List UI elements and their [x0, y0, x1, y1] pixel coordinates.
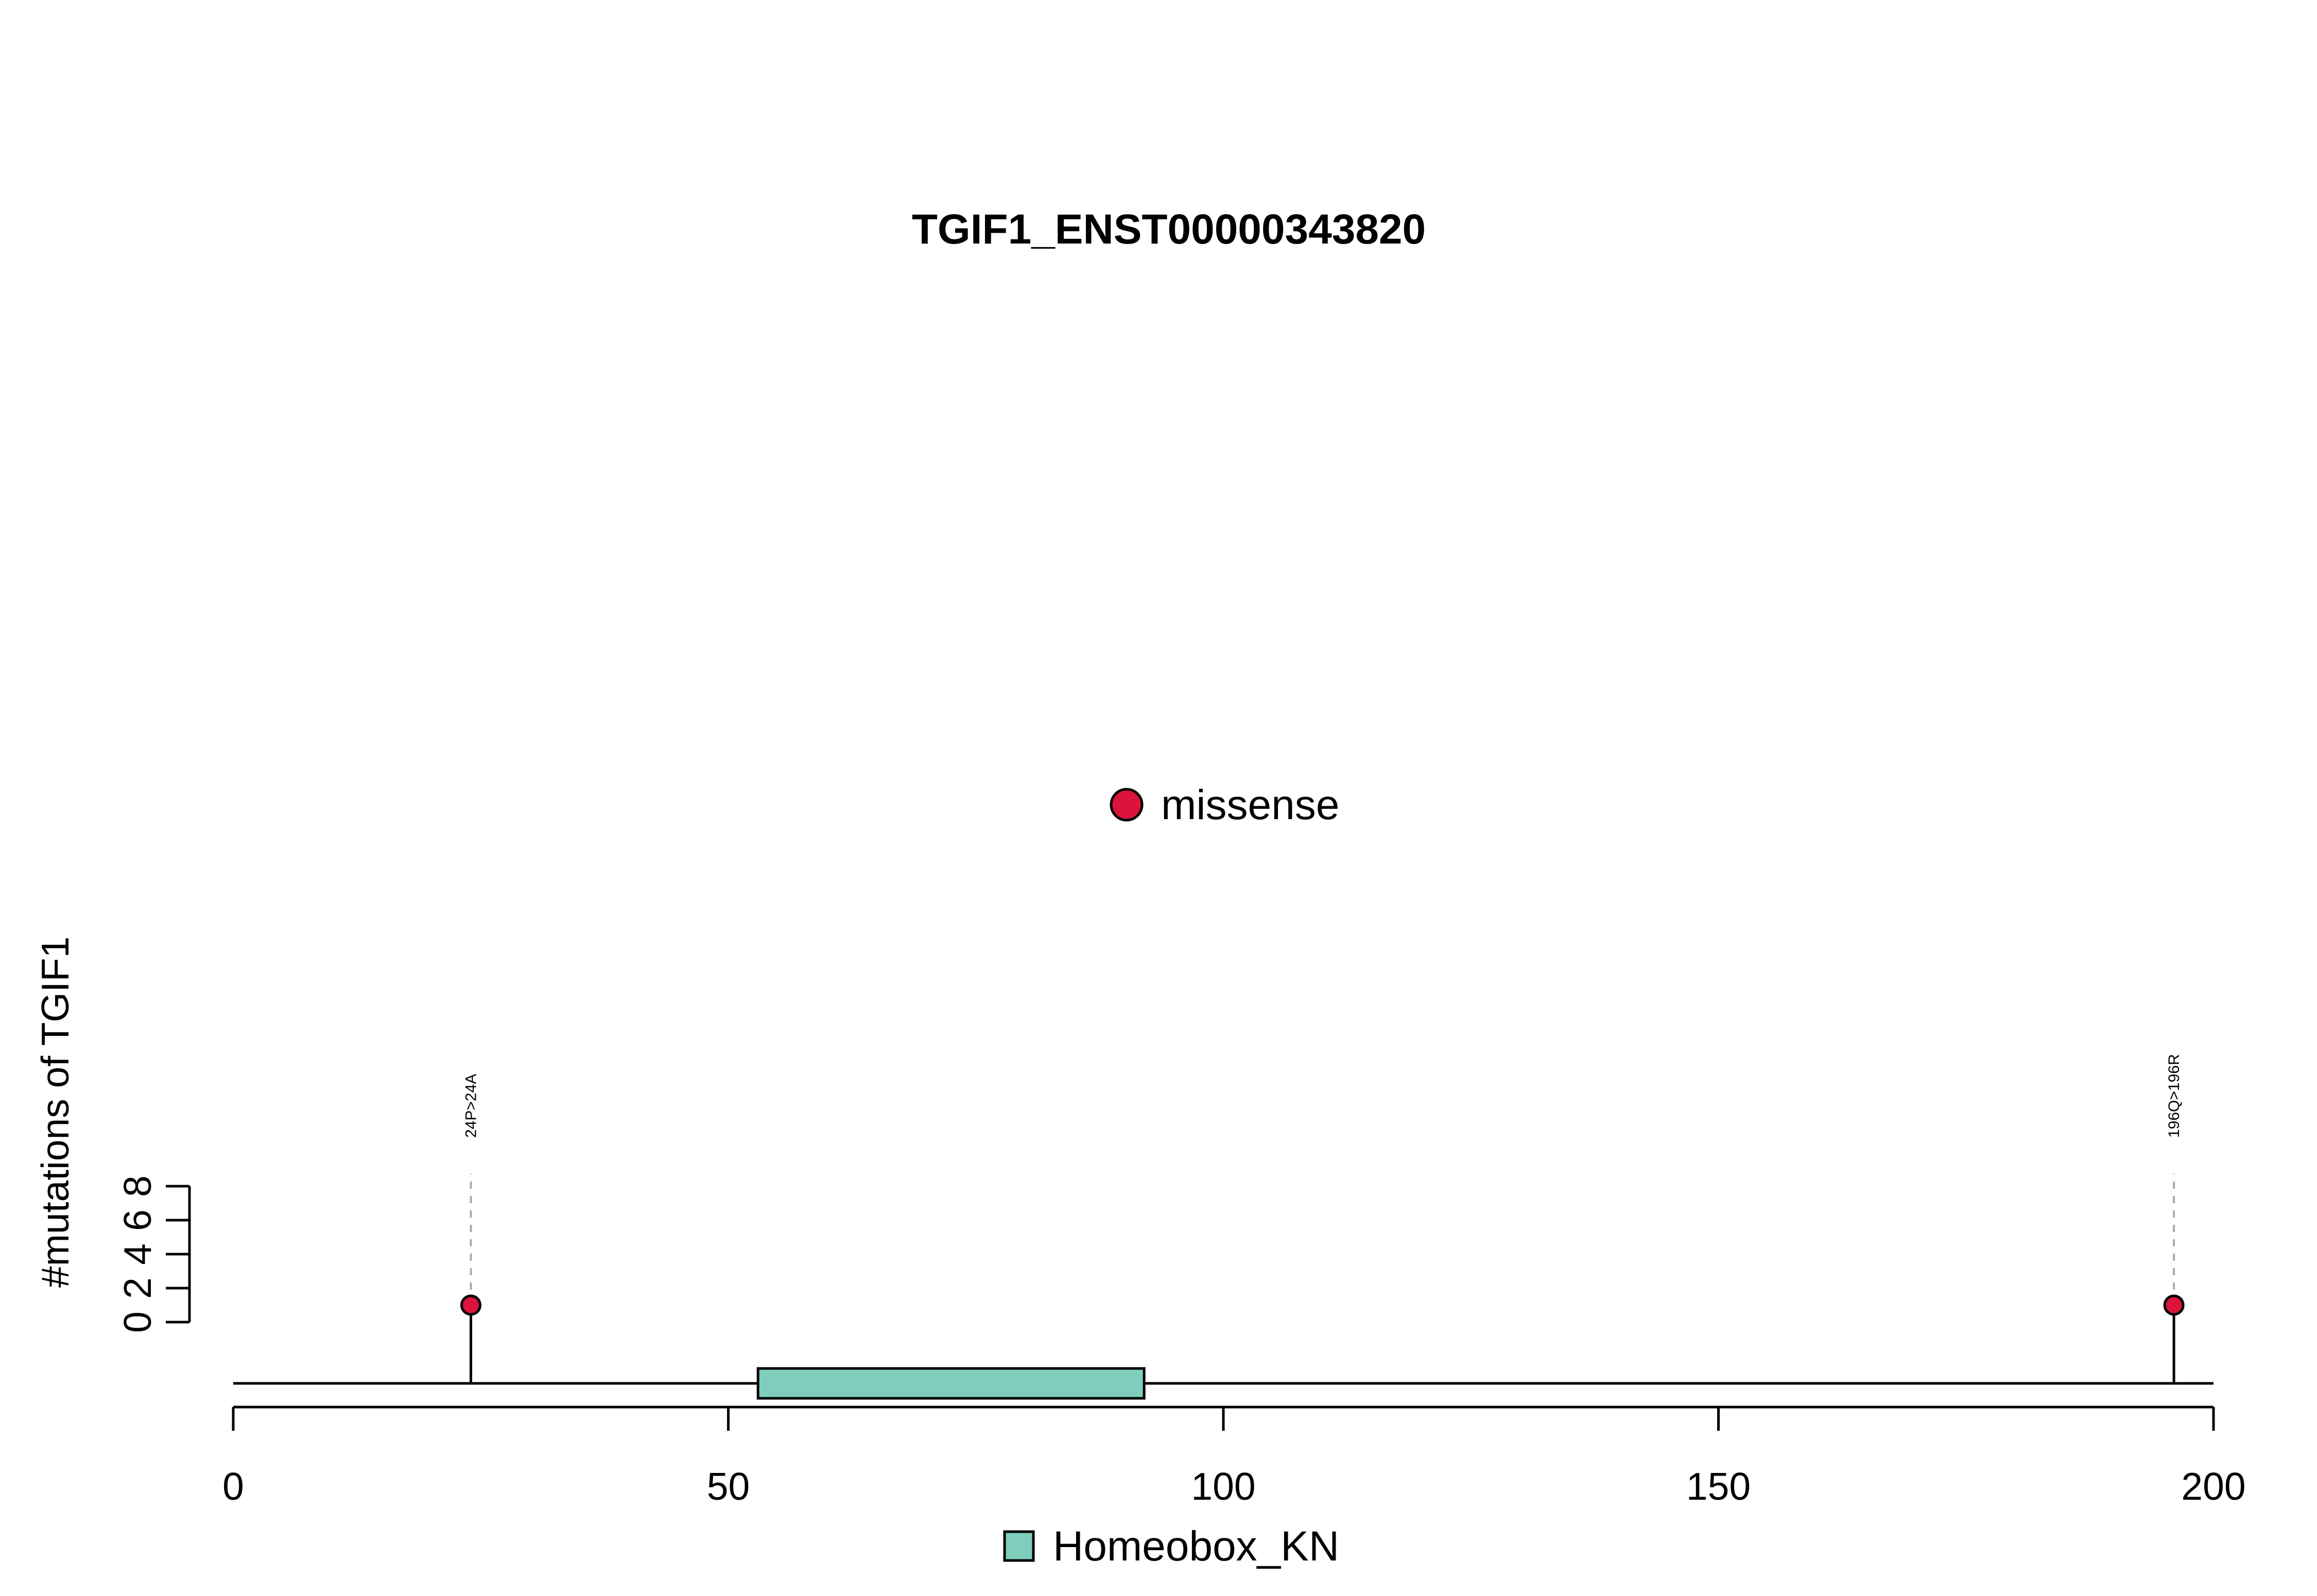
- mutation-point-24: [460, 1294, 482, 1316]
- y-tick-label-6: 6: [116, 1209, 159, 1231]
- y-axis-title: #mutations of TGIF1: [33, 936, 77, 1288]
- domain-Homeobox_KN: [756, 1367, 1146, 1400]
- y-tick-label-0: 0: [116, 1311, 159, 1333]
- chart-title: TGIF1_ENST00000343820: [912, 206, 1426, 253]
- x-tick-label-100: 100: [1191, 1465, 1255, 1508]
- mutation-stems: 24P>24A 196Q>196R: [463, 1054, 2183, 1383]
- mutation-point-196: [2163, 1294, 2185, 1316]
- domain-legend-swatch-Homeobox_KN: [1003, 1530, 1035, 1562]
- y-axis: 0 2 4 6 8: [116, 1175, 191, 1333]
- mutation-label-24: 24P>24A: [463, 1074, 480, 1138]
- domain-legend: Homeobox_KN: [1003, 1523, 1339, 1570]
- x-tick-label-200: 200: [2181, 1465, 2245, 1508]
- y-tick-label-2: 2: [116, 1277, 159, 1299]
- domain-legend-label-Homeobox_KN: Homeobox_KN: [1053, 1523, 1339, 1570]
- y-tick-label-4: 4: [116, 1243, 159, 1265]
- protein-domains: [756, 1367, 1146, 1400]
- x-tick-label-150: 150: [1686, 1465, 1751, 1508]
- x-tick-label-0: 0: [222, 1465, 244, 1508]
- y-tick-label-8: 8: [116, 1175, 159, 1197]
- mutation-legend: missense: [1110, 782, 1339, 828]
- legend-marker-missense: [1110, 788, 1144, 822]
- legend-label-missense: missense: [1161, 782, 1339, 828]
- x-axis: 0 50 100 150 200: [222, 1406, 2246, 1508]
- mutation-label-196: 196Q>196R: [2166, 1054, 2183, 1138]
- x-tick-label-50: 50: [707, 1465, 750, 1508]
- mutation-points: [460, 1294, 2185, 1316]
